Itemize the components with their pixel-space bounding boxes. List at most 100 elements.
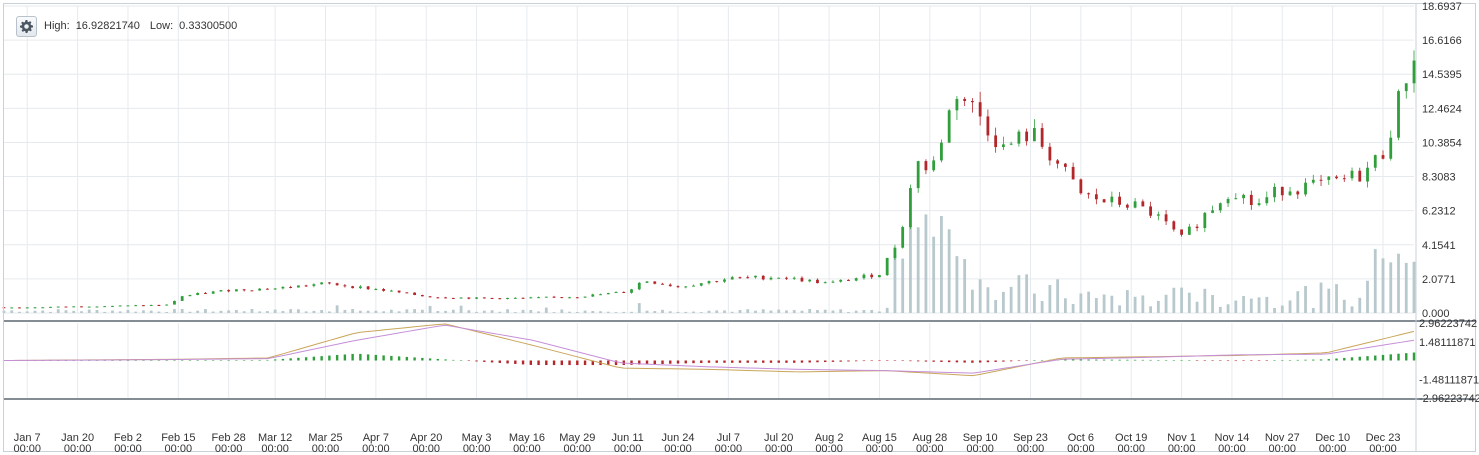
y-tick-label: -1.48111871: [1419, 374, 1479, 386]
volume-bar: [227, 310, 231, 313]
volume-bar: [506, 309, 509, 313]
y-tick-label: 14.5395: [1422, 69, 1462, 81]
candle-body: [118, 305, 122, 307]
volume-bar: [273, 309, 277, 313]
candle-body: [1195, 226, 1199, 229]
macd-histogram-bar: [173, 360, 176, 361]
candle-body: [80, 306, 83, 308]
settings-button[interactable]: [16, 15, 37, 37]
x-tick-time: 00:00: [866, 443, 894, 455]
volume-bar: [1025, 274, 1029, 313]
candle-body: [1342, 178, 1346, 180]
macd-histogram-bar: [800, 360, 804, 363]
volume-bar: [1164, 294, 1168, 313]
candle-body: [630, 289, 633, 293]
macd-histogram-bar: [1133, 359, 1137, 361]
volume-bar: [219, 310, 223, 313]
grid: [4, 5, 1414, 398]
x-tick-time: 00:00: [916, 443, 944, 455]
macd-histogram-bar: [444, 359, 447, 361]
x-tick-label: Feb 28: [212, 432, 246, 444]
candle-body: [1009, 143, 1013, 145]
macd-histogram-bar: [1025, 360, 1028, 361]
candle-body: [785, 277, 788, 279]
volume-bar: [436, 311, 440, 313]
macd-histogram-bar: [119, 360, 122, 361]
volume-bar: [266, 311, 269, 313]
macd-histogram-bar: [304, 357, 308, 361]
candle-body: [351, 286, 355, 289]
volume-bar: [1412, 261, 1416, 313]
macd-histogram-bar: [242, 360, 246, 361]
macd-histogram-bar: [630, 360, 633, 365]
macd-histogram-bar: [785, 360, 788, 363]
volume-bar: [358, 310, 362, 313]
volume-bar: [901, 258, 905, 313]
volume-bar: [56, 309, 60, 313]
x-tick-label: Jul 7: [717, 432, 740, 444]
volume-bar: [428, 305, 432, 313]
macd-histogram-bar: [885, 360, 889, 361]
macd-histogram-bar: [909, 360, 912, 362]
candle-body: [335, 283, 339, 286]
x-tick-time: 00:00: [664, 443, 692, 455]
x-tick-label: Mar 25: [308, 432, 342, 444]
macd-histogram-bar: [421, 357, 424, 361]
macd-histogram-bar: [1110, 359, 1114, 361]
candle-body: [1172, 221, 1176, 230]
macd-histogram-bar: [1164, 360, 1168, 361]
macd-histogram-bar: [932, 360, 935, 362]
candle-body: [1265, 197, 1269, 204]
x-tick-time: 00:00: [261, 443, 289, 455]
candle-body: [436, 297, 440, 299]
volume-bar: [1001, 291, 1005, 313]
macd-histogram-bar: [250, 359, 254, 361]
volume-bar: [1017, 275, 1021, 313]
volume-bar: [366, 310, 370, 313]
volume-bar: [49, 311, 52, 313]
candle-body: [428, 296, 432, 298]
volume-bar: [955, 256, 959, 313]
volume-bar: [831, 310, 835, 313]
volume-bar: [149, 310, 153, 313]
x-tick-time: 00:00: [1319, 443, 1347, 455]
macd-histogram-bar: [831, 360, 835, 362]
candle-body: [1149, 206, 1152, 216]
volume-bar: [916, 227, 920, 313]
macd-histogram-bar: [1381, 354, 1385, 361]
macd-histogram-bar: [211, 360, 215, 361]
candle-body: [1087, 193, 1091, 195]
candle-body: [1133, 201, 1137, 208]
macd-histogram-bar: [607, 360, 610, 366]
candle-body: [1141, 201, 1145, 207]
candle-body: [72, 306, 76, 308]
volume-bar: [1071, 303, 1075, 313]
volume-bar: [513, 312, 517, 313]
candle-body: [490, 297, 494, 299]
volume-bar: [668, 311, 672, 313]
candle-body: [266, 288, 269, 290]
volume-bar: [444, 310, 447, 313]
candle-body: [575, 297, 579, 299]
macd-histogram-bar: [483, 360, 486, 362]
volume-bar: [482, 310, 486, 313]
volume-bar: [1311, 307, 1315, 313]
x-tick-label: Oct 19: [1115, 432, 1147, 444]
x-tick-time: 00:00: [1067, 443, 1095, 455]
y-tick-label: 8.3083: [1422, 172, 1456, 184]
x-tick-label: Dec 23: [1366, 432, 1401, 444]
volume-bar: [1249, 298, 1253, 313]
signal-line: [3, 324, 1415, 374]
candle-body: [10, 307, 14, 309]
macd-histogram-bar: [669, 360, 672, 364]
x-tick-time: 00:00: [114, 443, 142, 455]
volume-bar: [854, 310, 858, 313]
macd-histogram-bar: [1374, 355, 1377, 361]
macd-histogram-bar: [1343, 357, 1346, 361]
candle-body: [1125, 204, 1129, 208]
candle-body: [885, 257, 889, 276]
candle-body: [320, 282, 324, 285]
macd-panel: [2, 323, 1416, 377]
candle-body: [947, 110, 951, 143]
x-tick-label: Sep 23: [1013, 432, 1048, 444]
